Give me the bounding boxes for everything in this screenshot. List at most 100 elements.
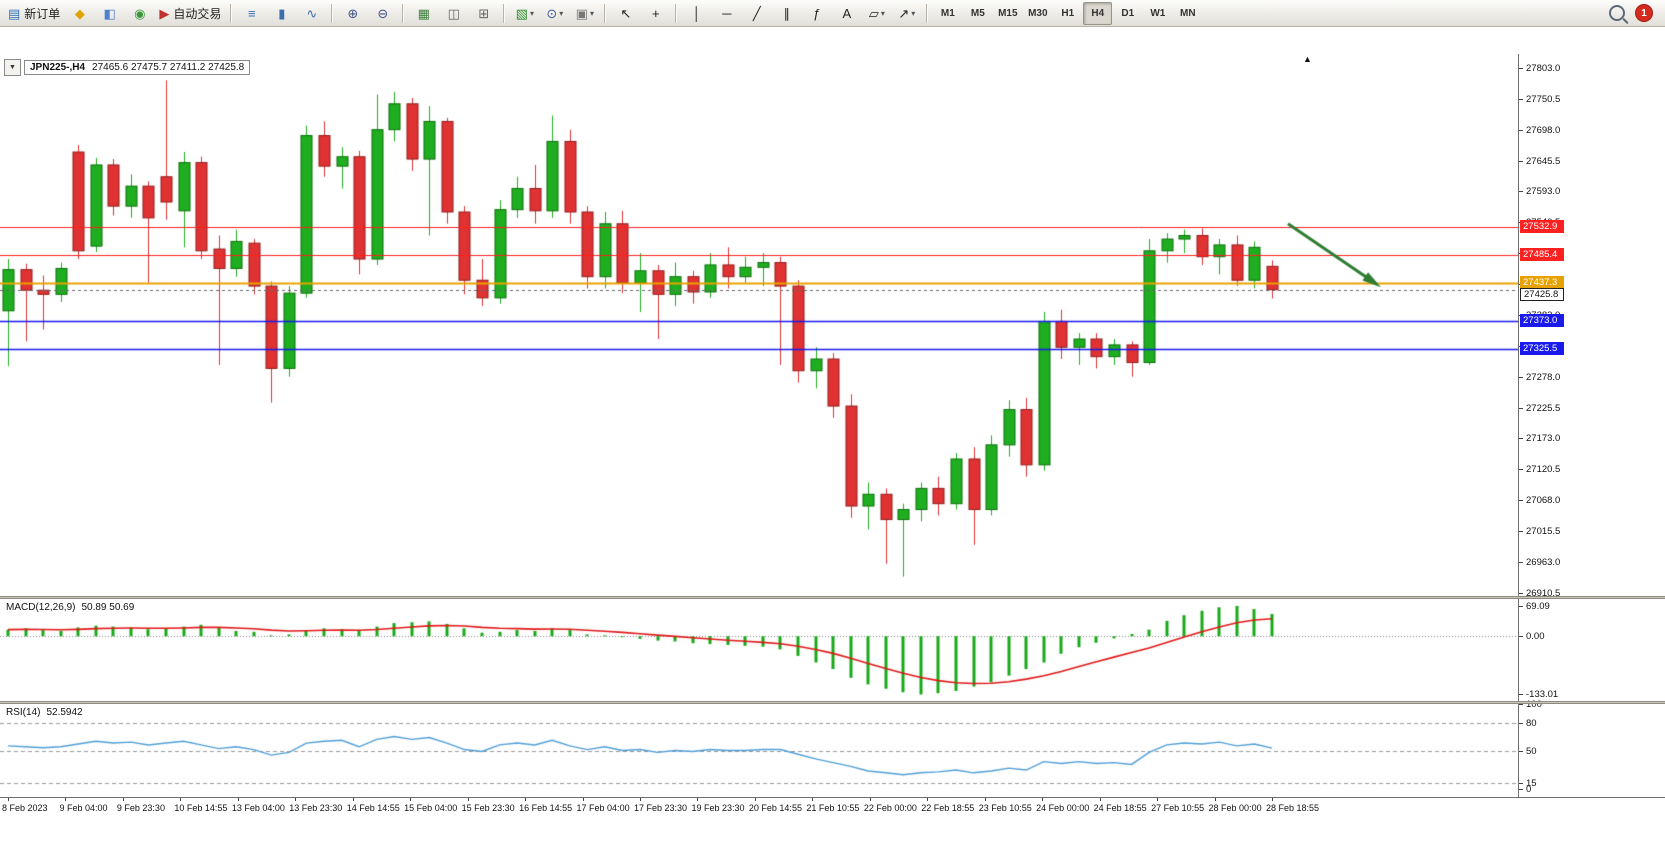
one-click-trading-toggle[interactable]: ▼ [4, 59, 21, 76]
price-line-badge[interactable]: 27373.0 [1520, 314, 1564, 328]
macd-indicator-label: MACD(12,26,9) 50.89 50.69 [6, 602, 134, 613]
price-tick-mark [1519, 469, 1523, 471]
profiles-icon-caret[interactable]: ▾ [559, 8, 564, 18]
macd-values: 50.89 50.69 [81, 602, 135, 613]
rsi-tick-mark [1519, 704, 1523, 705]
new-chart-icon-glyph: ▧ [515, 5, 528, 21]
trendline-icon-glyph: ╱ [752, 5, 761, 21]
timeframe-h1[interactable]: H1 [1061, 7, 1075, 19]
price-line-badge[interactable]: 27437.3 [1520, 276, 1564, 290]
tile-windows-icon[interactable]: ▦ [409, 2, 438, 25]
time-tick [238, 798, 239, 801]
price-line-badge[interactable]: 27325.5 [1520, 342, 1564, 356]
auto-trading-button[interactable]: ▶ 自动交易 [155, 2, 225, 25]
navigator-icon[interactable]: ◉ [125, 2, 154, 25]
time-label: 27 Feb 10:55 [1151, 803, 1205, 813]
timeframe-h4[interactable]: H4 [1083, 1, 1113, 25]
text-icon[interactable]: A [832, 2, 861, 25]
market-watch-icon[interactable]: ◆ [65, 2, 94, 25]
timeframe-m15[interactable]: M15 [998, 7, 1018, 19]
horizontal-line-icon[interactable]: ─ [712, 2, 741, 25]
timeframe-d1[interactable]: D1 [1121, 7, 1135, 19]
macd-tick-mark [1519, 605, 1523, 607]
channel-icon[interactable]: ∥ [772, 2, 801, 25]
price-tick: 26910.5 [1526, 587, 1561, 599]
arrows-icon[interactable]: ↗ ▾ [892, 2, 921, 25]
chart-shot-icon[interactable]: ▣ ▾ [570, 2, 599, 25]
shapes-icon-caret[interactable]: ▾ [880, 8, 885, 18]
zoom-out-icon[interactable]: ⊖ [368, 2, 397, 25]
arrange-windows-icon[interactable]: ⊞ [469, 2, 498, 25]
price-tick: 27698.0 [1526, 124, 1561, 136]
cascade-windows-icon[interactable]: ◫ [439, 2, 468, 25]
zoom-out-icon-glyph: ⊖ [377, 5, 389, 21]
main-chart-canvas[interactable] [0, 55, 1518, 596]
vertical-line-icon[interactable]: │ [682, 2, 711, 25]
time-tick [180, 798, 181, 801]
candlestick-chart-icon-glyph: ▮ [278, 5, 286, 21]
time-tick [1157, 798, 1158, 801]
chart-shift-marker[interactable]: ▲ [1303, 54, 1312, 64]
time-label: 10 Feb 14:55 [174, 803, 228, 813]
candlestick-chart-icon[interactable]: ▮ [267, 2, 296, 25]
crosshair-icon[interactable]: + [641, 2, 670, 25]
new-chart-icon[interactable]: ▧ ▾ [510, 2, 539, 25]
crosshair-icon-glyph: + [652, 5, 660, 21]
timeframe-m5[interactable]: M5 [970, 7, 985, 19]
timeframe-m1[interactable]: M1 [940, 7, 955, 19]
price-tick: 27645.5 [1526, 155, 1561, 167]
panel-separator[interactable] [0, 596, 1665, 599]
price-line-badge[interactable]: 27532.9 [1520, 220, 1564, 234]
arrange-windows-icon-glyph: ⊞ [478, 5, 490, 21]
profiles-icon-glyph: ⊙ [546, 5, 558, 21]
price-line-badge[interactable]: 27485.4 [1520, 248, 1564, 262]
chart-shot-icon-caret[interactable]: ▾ [589, 8, 594, 18]
profiles-icon[interactable]: ⊙ ▾ [540, 2, 569, 25]
price-tick-mark [1519, 191, 1523, 193]
zoom-in-icon[interactable]: ⊕ [338, 2, 367, 25]
notification-badge[interactable]: 1 [1635, 4, 1653, 22]
data-window-icon[interactable]: ◧ [95, 2, 124, 25]
time-label: 20 Feb 14:55 [748, 803, 802, 813]
price-axis[interactable]: 27803.027750.527698.027645.527593.027540… [1518, 54, 1665, 797]
toolbar-group: ≡ ▮ ∿ [237, 2, 326, 25]
rsi-tick: 50 [1526, 745, 1537, 757]
price-tick: 27225.5 [1526, 402, 1561, 414]
new-order-button[interactable]: ▤ 新订单 [4, 2, 64, 25]
market-watch-icon-glyph: ◆ [74, 5, 85, 21]
time-label: 19 Feb 23:30 [691, 803, 745, 813]
cursor-icon[interactable]: ↖ [611, 2, 640, 25]
new-chart-icon-caret[interactable]: ▾ [529, 8, 534, 18]
price-tick: 27803.0 [1526, 62, 1561, 74]
ohlc-bars-icon[interactable]: ≡ [237, 2, 266, 25]
toolbar-group: ↖ + [611, 2, 670, 25]
rsi-panel-canvas[interactable] [0, 704, 1518, 797]
time-label: 13 Feb 23:30 [289, 803, 343, 813]
time-axis[interactable]: 8 Feb 2023 9 Feb 04:00 9 Feb 23:30 10 Feb 1… [0, 797, 1665, 822]
price-tick: 26963.0 [1526, 556, 1561, 568]
time-label: 24 Feb 18:55 [1093, 803, 1147, 813]
time-tick [1215, 798, 1216, 801]
auto-trading-button-label: 自动交易 [173, 6, 222, 21]
arrows-icon-caret[interactable]: ▾ [911, 8, 916, 18]
search-icon[interactable] [1609, 5, 1625, 21]
toolbar-separator [675, 3, 678, 23]
time-label: 22 Feb 00:00 [863, 803, 917, 813]
time-label: 15 Feb 04:00 [404, 803, 458, 813]
auto-trading-button-icon: ▶ [159, 5, 170, 21]
time-tick [1272, 798, 1273, 801]
macd-panel-canvas[interactable] [0, 599, 1518, 701]
macd-tick-mark [1519, 694, 1523, 696]
panel-separator[interactable] [0, 701, 1665, 704]
fibonacci-icon[interactable]: ƒ [802, 2, 831, 25]
line-chart-icon[interactable]: ∿ [297, 2, 326, 25]
timeframe-mn[interactable]: MN [1180, 7, 1196, 19]
time-tick [123, 798, 124, 801]
toolbar-group: ▧ ▾ ⊙ ▾ ▣ ▾ [510, 2, 599, 25]
shapes-icon[interactable]: ▱ ▾ [862, 2, 891, 25]
timeframe-w1[interactable]: W1 [1150, 7, 1166, 19]
trendline-icon[interactable]: ╱ [742, 2, 771, 25]
timeframe-m30[interactable]: M30 [1028, 7, 1048, 19]
rsi-tick: 15 [1526, 778, 1537, 790]
price-tick: 27750.5 [1526, 93, 1561, 105]
